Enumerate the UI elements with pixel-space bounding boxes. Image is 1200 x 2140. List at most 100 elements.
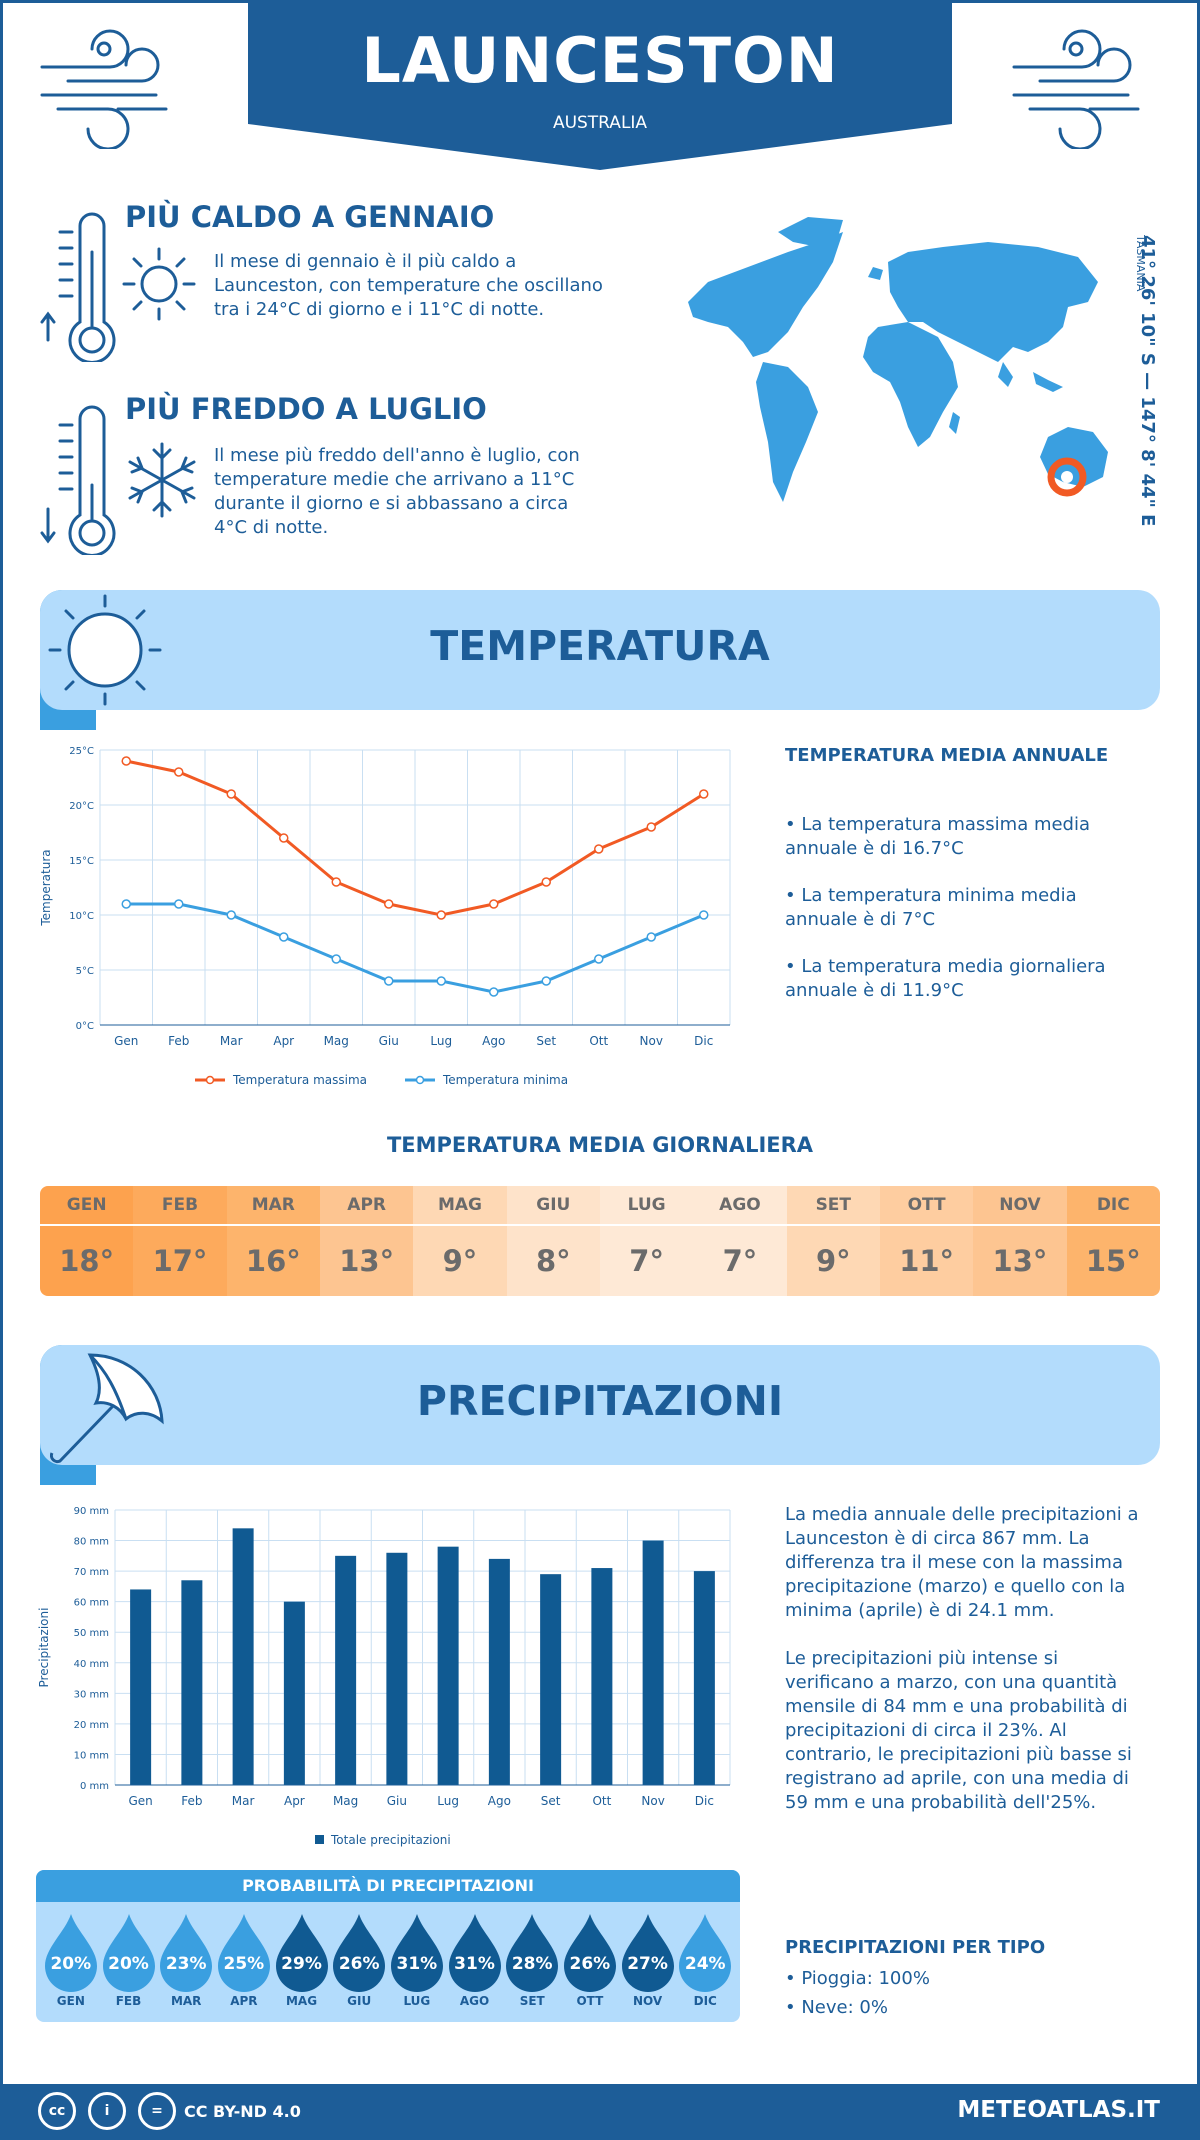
probability-column: 27% NOV bbox=[619, 1902, 677, 2008]
daily-temp-value: 7° bbox=[599, 1224, 694, 1296]
probability-month: MAG bbox=[285, 1994, 318, 2008]
daily-temp-column: AGO 7° bbox=[693, 1186, 787, 1296]
data-point bbox=[541, 877, 551, 887]
probability-month: MAR bbox=[170, 1994, 202, 2008]
attribution-icon: i bbox=[88, 2092, 126, 2130]
country-label: AUSTRALIA bbox=[552, 113, 648, 133]
precip-bar bbox=[335, 1555, 357, 1785]
raindrop-shape bbox=[506, 1914, 559, 1992]
x-tick-label: Set bbox=[541, 1794, 561, 1808]
probability-value: 27% bbox=[627, 1954, 668, 1974]
data-point bbox=[279, 932, 289, 942]
daily-temp-value: 16° bbox=[226, 1224, 320, 1296]
raindrop-icon: 20% bbox=[101, 1912, 157, 1992]
thermometer-down-icon bbox=[40, 405, 116, 555]
raindrop-shape bbox=[621, 1914, 674, 1992]
header-banner bbox=[248, 0, 952, 170]
daily-temp-value: 13° bbox=[319, 1224, 414, 1296]
daily-temp-month: GEN bbox=[40, 1186, 134, 1224]
probability-column: 26% GIU bbox=[330, 1902, 388, 2008]
data-point bbox=[174, 899, 184, 909]
y-tick-label: 90 mm bbox=[74, 1506, 109, 1517]
coldest-text: Il mese più freddo dell'anno è luglio, c… bbox=[214, 445, 580, 538]
raindrop-shape bbox=[563, 1914, 616, 1992]
probability-month: LUG bbox=[403, 1994, 431, 2008]
wind-icon-right bbox=[1012, 29, 1140, 149]
daily-temp-column: FEB 17° bbox=[133, 1186, 227, 1296]
probability-column: 23% MAR bbox=[157, 1902, 215, 2008]
probability-column: 29% MAG bbox=[273, 1902, 331, 2008]
data-point bbox=[489, 899, 499, 909]
raindrop-fill bbox=[448, 1914, 501, 1992]
warmest-text: Il mese di gennaio è il più caldo a Laun… bbox=[214, 251, 603, 320]
raindrop-icon: 26% bbox=[331, 1912, 387, 1992]
y-tick-label: 70 mm bbox=[74, 1567, 109, 1578]
site-link[interactable]: METEOATLAS.IT bbox=[957, 2097, 1160, 2123]
raindrop-icon: 20% bbox=[43, 1912, 99, 1992]
raindrop-shape bbox=[102, 1914, 155, 1992]
x-tick-label: Giu bbox=[387, 1794, 407, 1808]
probability-month: DIC bbox=[693, 1994, 717, 2008]
wind-icon-left bbox=[40, 29, 168, 149]
precip-banner bbox=[40, 1345, 1160, 1465]
precip-bar bbox=[488, 1558, 510, 1785]
raindrop-icon: 27% bbox=[620, 1912, 676, 1992]
probability-value: 26% bbox=[569, 1954, 611, 1974]
daily-temp-value: 9° bbox=[786, 1224, 880, 1296]
y-tick-label: 20 mm bbox=[74, 1720, 109, 1731]
precip-bar bbox=[386, 1552, 408, 1785]
data-point bbox=[384, 899, 394, 909]
data-point bbox=[594, 954, 604, 964]
daily-temp-month: SET bbox=[786, 1186, 880, 1224]
raindrop-icon: 24% bbox=[677, 1912, 733, 1992]
x-tick-label: Ott bbox=[589, 1034, 608, 1048]
raindrop-icon: 31% bbox=[447, 1912, 503, 1992]
x-tick-label: Feb bbox=[168, 1034, 189, 1048]
y-tick-label: 25°C bbox=[69, 746, 94, 757]
daily-temp-title: TEMPERATURA MEDIA GIORNALIERA bbox=[386, 1133, 814, 1157]
raindrop-icon: 26% bbox=[562, 1912, 618, 1992]
legend-label: Temperatura massima bbox=[232, 1073, 367, 1087]
data-point bbox=[699, 910, 709, 920]
x-tick-label: Mar bbox=[220, 1034, 243, 1048]
y-tick-label: 0°C bbox=[76, 1021, 94, 1032]
daily-temp-month: FEB bbox=[133, 1186, 227, 1224]
raindrop-fill bbox=[621, 1914, 674, 1992]
y-axis-label: Precipitazioni bbox=[37, 1608, 51, 1688]
x-tick-label: Mag bbox=[333, 1794, 358, 1808]
data-point bbox=[331, 954, 341, 964]
daily-temp-column: GIU 8° bbox=[506, 1186, 600, 1296]
daily-temp-month: MAG bbox=[413, 1186, 507, 1224]
daily-temp-column: OTT 11° bbox=[879, 1186, 974, 1296]
probability-column: 24% DIC bbox=[676, 1902, 734, 2008]
data-point bbox=[594, 844, 604, 854]
raindrop-icon: 28% bbox=[504, 1912, 560, 1992]
probability-value: 20% bbox=[108, 1954, 149, 1974]
legend-label: Temperatura minima bbox=[442, 1073, 568, 1087]
x-tick-label: Apr bbox=[284, 1794, 305, 1808]
y-tick-label: 10 mm bbox=[74, 1750, 109, 1761]
raindrop-icon: 23% bbox=[158, 1912, 214, 1992]
x-tick-label: Ott bbox=[592, 1794, 611, 1808]
precip-bar bbox=[283, 1601, 305, 1785]
raindrop-shape bbox=[44, 1914, 97, 1992]
data-point bbox=[699, 789, 709, 799]
probability-value: 20% bbox=[50, 1954, 92, 1974]
daily-temp-value: 11° bbox=[879, 1224, 974, 1296]
daily-temp-column: GEN 18° bbox=[40, 1186, 134, 1296]
daily-temp-month: AGO bbox=[693, 1186, 787, 1224]
x-tick-label: Nov bbox=[641, 1794, 664, 1808]
data-point bbox=[646, 822, 656, 832]
probability-value: 25% bbox=[223, 1954, 265, 1974]
daily-temp-month: MAR bbox=[226, 1186, 320, 1224]
daily-temp-month: GIU bbox=[506, 1186, 600, 1224]
daily-temp-column: MAR 16° bbox=[226, 1186, 320, 1296]
warmest-title: PIÙ CALDO A GENNAIO bbox=[125, 200, 495, 234]
x-tick-label: Set bbox=[536, 1034, 556, 1048]
probability-value: 28% bbox=[511, 1954, 553, 1974]
annual-max-text: • La temperatura massima media annuale è… bbox=[785, 814, 1091, 859]
data-point bbox=[384, 976, 394, 986]
x-tick-label: Giu bbox=[379, 1034, 399, 1048]
x-tick-label: Lug bbox=[437, 1794, 459, 1808]
y-tick-label: 10°C bbox=[69, 911, 94, 922]
